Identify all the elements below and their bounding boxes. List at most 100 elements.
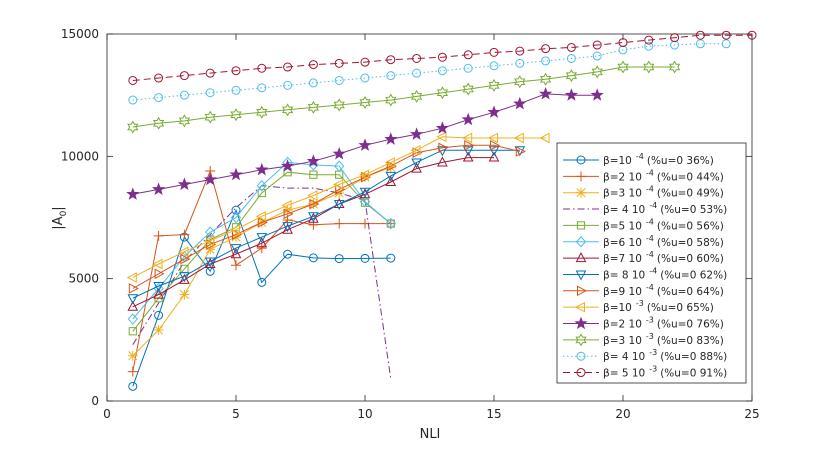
- legend-label-rest: (%u=0 62%): [660, 269, 727, 281]
- data-point: [488, 78, 500, 92]
- legend-label: β=9 10 -4 (%u=0 64%): [603, 283, 724, 298]
- data-point: [592, 40, 602, 50]
- data-point: [205, 68, 215, 78]
- data-point: [257, 188, 266, 198]
- data-point: [153, 282, 164, 295]
- data-point: [333, 98, 345, 112]
- data-point: [539, 132, 550, 144]
- data-point: [128, 95, 138, 105]
- data-point: [539, 87, 553, 100]
- legend-label: β= 8 10 -4 (%u=0 62%): [603, 266, 727, 281]
- data-point: [282, 222, 293, 233]
- data-point: [539, 72, 552, 86]
- y-axis-title-end: |: [51, 206, 66, 210]
- data-point: [334, 218, 345, 229]
- legend-label-exp: -4: [646, 234, 654, 243]
- legend-entry: β=2 10 -3 (%u=0 76%): [563, 316, 724, 331]
- legend-label-coef: = 4 10: [610, 351, 646, 363]
- data-point: [576, 221, 586, 230]
- data-point: [127, 300, 139, 311]
- data-point: [230, 108, 242, 122]
- data-point: [644, 41, 654, 51]
- series-line: [132, 171, 392, 332]
- data-point: [576, 351, 586, 361]
- data-point: [283, 62, 293, 72]
- data-point: [721, 39, 731, 49]
- data-point: [308, 60, 318, 70]
- data-point: [576, 155, 586, 165]
- legend-label-exp: -4: [646, 185, 654, 194]
- data-point: [127, 366, 138, 377]
- data-point: [721, 30, 731, 40]
- data-point: [488, 151, 500, 162]
- data-point: [360, 57, 370, 67]
- legend-label-coef: =10: [610, 155, 632, 167]
- data-point: [309, 170, 318, 179]
- data-point: [206, 239, 217, 250]
- data-point: [127, 294, 139, 305]
- legend-label-exp: -3: [636, 299, 644, 308]
- legend-label-exp: -4: [649, 266, 657, 275]
- data-point: [257, 83, 267, 93]
- data-point: [489, 61, 499, 71]
- data-point: [670, 40, 680, 50]
- data-point: [281, 159, 295, 172]
- data-point: [203, 172, 217, 186]
- data-point: [566, 42, 576, 52]
- data-point: [386, 71, 396, 81]
- legend-label-beta: β: [603, 188, 610, 200]
- data-point: [179, 272, 190, 283]
- data-point: [592, 51, 602, 61]
- data-point: [695, 39, 705, 49]
- series-10: [126, 131, 550, 283]
- data-point: [358, 138, 372, 151]
- data-point: [575, 270, 587, 281]
- data-point: [179, 289, 190, 300]
- legend-label-rest: (%u=0 58%): [657, 237, 724, 249]
- legend-entry: β=3 10 -4 (%u=0 49%): [563, 185, 724, 200]
- data-point: [461, 112, 475, 126]
- y-axis-title-main: |A: [51, 216, 66, 229]
- series-line: [132, 208, 391, 387]
- data-point: [386, 160, 397, 172]
- legend-label: β=7 10 -4 (%u=0 60%): [603, 250, 724, 265]
- data-point: [332, 146, 346, 160]
- data-point: [154, 73, 164, 83]
- y-axis-title: |A0|: [51, 206, 69, 229]
- legend-label-exp: -4: [636, 152, 644, 161]
- data-point: [334, 188, 345, 199]
- data-point: [617, 60, 629, 74]
- data-point: [205, 88, 215, 98]
- legend-entry: β= 4 10 -3 (%u=0 88%): [563, 348, 727, 363]
- legend-label-beta: β: [603, 269, 610, 281]
- legend-label-beta: β: [603, 319, 610, 331]
- data-point: [154, 268, 165, 280]
- y-tick-label: 5000: [68, 272, 99, 286]
- x-tick-label: 5: [232, 407, 240, 421]
- legend-label-beta: β: [603, 335, 610, 347]
- data-point: [128, 327, 137, 336]
- data-point: [566, 53, 576, 63]
- data-point: [410, 89, 423, 103]
- data-point: [564, 88, 578, 101]
- legend-label-rest: (%u=0 49%): [657, 188, 724, 200]
- legend-label-coef: =3 10: [610, 188, 642, 200]
- data-point: [490, 139, 501, 151]
- legend-label-exp: -4: [646, 283, 654, 292]
- data-point: [204, 257, 216, 268]
- data-point: [283, 80, 293, 90]
- data-point: [359, 96, 371, 109]
- series-layer: [126, 30, 757, 391]
- series-line: [132, 34, 752, 81]
- data-point: [462, 146, 474, 157]
- x-axis: 0 5 10 15 20 25: [103, 34, 760, 421]
- data-point: [307, 190, 318, 201]
- legend-label-rest: (%u=0 36%): [647, 155, 714, 167]
- legend-label-beta: β: [603, 351, 610, 363]
- data-point: [437, 156, 448, 167]
- data-point: [384, 157, 395, 168]
- legend-label: β= 4 10 -4 (%u=0 53%): [603, 201, 727, 216]
- data-point: [359, 195, 371, 208]
- data-point: [643, 60, 655, 74]
